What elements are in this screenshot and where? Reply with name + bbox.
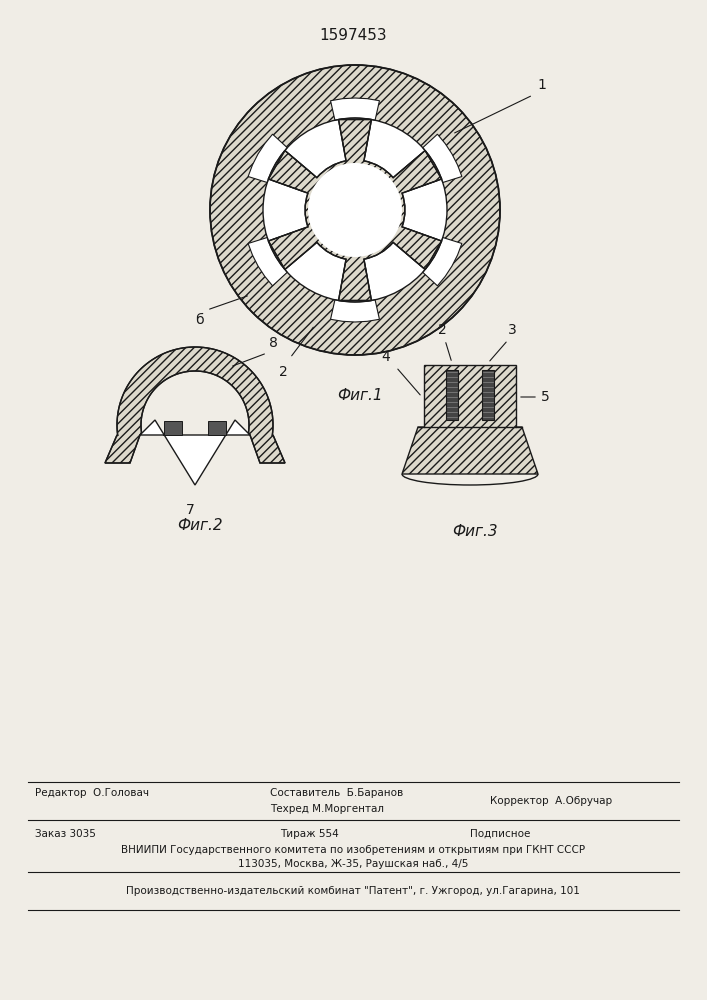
Text: ВНИИПИ Государственного комитета по изобретениям и открытиям при ГКНТ СССР: ВНИИПИ Государственного комитета по изоб… [121,845,585,855]
Polygon shape [164,421,182,435]
Text: 2: 2 [438,323,446,337]
Text: 4: 4 [382,350,390,364]
Polygon shape [105,347,285,463]
Text: Тираж 554: Тираж 554 [280,829,339,839]
Polygon shape [248,134,287,182]
Text: 8: 8 [269,336,278,350]
Text: 113035, Москва, Ж-35, Раушская наб., 4/5: 113035, Москва, Ж-35, Раушская наб., 4/5 [238,859,468,869]
Text: 3: 3 [508,323,516,337]
Text: Фиг.3: Фиг.3 [452,524,498,540]
Text: Корректор  А.Обручар: Корректор А.Обручар [490,796,612,806]
Text: Производственно-издательский комбинат "Патент", г. Ужгород, ул.Гагарина, 101: Производственно-издательский комбинат "П… [126,886,580,896]
Circle shape [308,163,402,257]
Polygon shape [402,427,538,474]
Text: 7: 7 [186,503,194,517]
Text: Техред М.Моргентал: Техред М.Моргентал [270,804,384,814]
Text: Заказ 3035: Заказ 3035 [35,829,96,839]
Polygon shape [331,98,380,120]
Circle shape [210,65,500,355]
Text: 5: 5 [541,390,550,404]
Text: 2: 2 [279,365,287,379]
Circle shape [263,118,447,302]
Polygon shape [208,421,226,435]
Polygon shape [423,238,462,286]
Polygon shape [248,238,287,286]
Bar [482,370,494,420]
Polygon shape [331,300,380,322]
Text: 1: 1 [537,78,546,92]
Text: Подписное: Подписное [470,829,530,839]
Bar [446,370,458,420]
Polygon shape [423,134,462,182]
Text: Фиг.1: Фиг.1 [337,387,382,402]
Text: Составитель  Б.Баранов: Составитель Б.Баранов [270,788,403,798]
Text: Редактор  О.Головач: Редактор О.Головач [35,788,149,798]
Polygon shape [140,420,250,485]
Polygon shape [424,365,516,427]
Text: б: б [195,313,204,327]
Text: Фиг.2: Фиг.2 [177,518,223,532]
Text: 1597453: 1597453 [319,27,387,42]
Polygon shape [269,119,442,301]
